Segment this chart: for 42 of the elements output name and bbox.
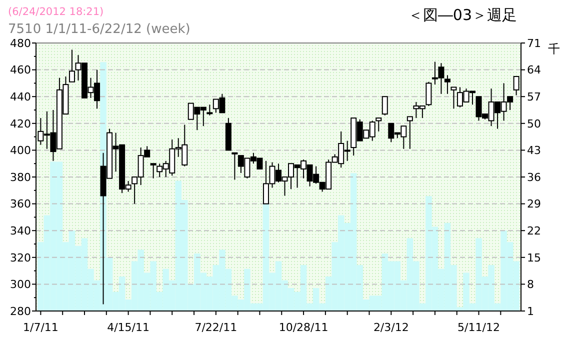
y2-tick-label: 22 — [527, 224, 541, 238]
chart-title: 7510 1/1/11-6/22/12 (week) — [8, 22, 190, 37]
y2-tick-label: 29 — [527, 198, 541, 211]
y-tick-label: 380 — [10, 170, 31, 184]
candlestick — [406, 116, 413, 150]
y2-tick-label: 71 — [527, 36, 541, 50]
x-tick-label: 1/7/11 — [22, 321, 58, 334]
y-tick-label: 420 — [10, 117, 31, 130]
x-tick-label: 2/3/12 — [373, 321, 409, 334]
y2-tick-label: 36 — [527, 170, 541, 184]
y-tick-label: 480 — [10, 36, 31, 50]
y-tick-label: 280 — [10, 304, 31, 318]
candlestick — [206, 104, 213, 116]
y2-tick-label: 15 — [527, 251, 541, 264]
candlestick — [232, 152, 238, 180]
x-tick-label: 5/11/12 — [458, 321, 500, 334]
y2-tick-label: 43 — [527, 144, 541, 158]
candlestick — [68, 49, 75, 82]
y-tick-label: 320 — [10, 251, 31, 264]
y-tick-label: 460 — [10, 64, 31, 77]
y2-tick-label: 57 — [527, 90, 541, 104]
candlestick — [382, 96, 388, 116]
y-tick-label: 400 — [10, 144, 31, 158]
x-tick-label: 10/28/11 — [278, 321, 328, 334]
candlestick — [376, 118, 382, 132]
y2-tick-label: 64 — [527, 64, 541, 77]
chart-subtitle: (6/24/2012 18:21) — [8, 6, 104, 18]
y2-tick-label: 50 — [527, 117, 541, 130]
y-tick-label: 440 — [10, 90, 31, 104]
y-tick-label: 300 — [10, 278, 31, 292]
text: ＜図―03＞週足 — [408, 6, 517, 24]
candlestick — [426, 81, 432, 106]
y2-tick-label: 1 — [527, 304, 534, 318]
y2-axis-title: 千 — [548, 42, 560, 56]
x-tick-label: 4/15/11 — [107, 321, 150, 334]
candlestick — [150, 163, 156, 179]
y-tick-label: 340 — [10, 224, 31, 238]
candlestick — [450, 86, 457, 110]
candlestick — [444, 74, 450, 94]
y2-tick-label: 8 — [527, 278, 534, 292]
y-tick-label: 360 — [10, 198, 31, 211]
x-tick-label: 7/22/11 — [194, 321, 238, 334]
